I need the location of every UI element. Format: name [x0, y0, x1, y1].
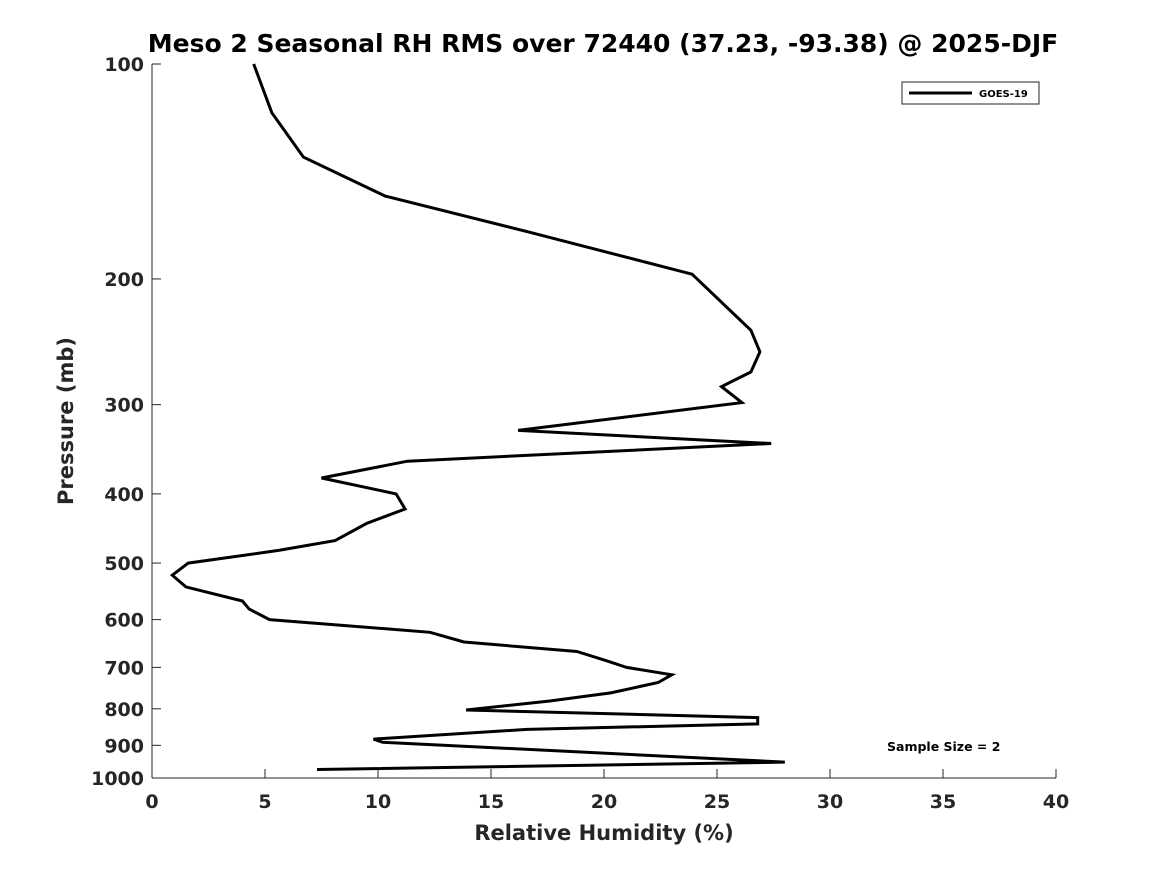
y-tick-label: 800	[104, 699, 144, 721]
y-axis-ticks: 100 200 300 400 500 600 700 800 900 1000	[91, 54, 161, 790]
chart-title: Meso 2 Seasonal RH RMS over 72440 (37.23…	[148, 29, 1058, 58]
y-tick-label: 200	[104, 269, 144, 291]
y-tick-label: 400	[104, 484, 144, 506]
legend-label-goes-19: GOES-19	[979, 89, 1028, 100]
y-axis-label: Pressure (mb)	[54, 337, 78, 505]
x-tick-label: 35	[930, 791, 956, 813]
x-tick-label: 25	[704, 791, 730, 813]
x-tick-label: 5	[258, 791, 271, 813]
x-tick-label: 30	[817, 791, 843, 813]
x-tick-label: 0	[145, 791, 158, 813]
x-axis-label: Relative Humidity (%)	[474, 821, 733, 845]
y-tick-label: 300	[104, 395, 144, 417]
y-tick-label: 500	[104, 553, 144, 575]
x-axis-ticks: 0 5 10 15 20 25 30 35 40	[145, 769, 1069, 813]
x-tick-label: 10	[365, 791, 391, 813]
x-tick-label: 40	[1043, 791, 1069, 813]
y-tick-label: 1000	[91, 768, 144, 790]
x-tick-label: 20	[591, 791, 617, 813]
x-tick-label: 15	[478, 791, 504, 813]
y-tick-label: 700	[104, 657, 144, 679]
y-tick-label: 100	[104, 54, 144, 76]
legend: GOES-19	[901, 81, 1040, 105]
sample-size-annotation: Sample Size = 2	[887, 739, 1000, 754]
series-layer	[169, 63, 785, 771]
y-tick-label: 600	[104, 610, 144, 632]
series-line-goes-19	[169, 63, 785, 771]
y-tick-label: 900	[104, 735, 144, 757]
